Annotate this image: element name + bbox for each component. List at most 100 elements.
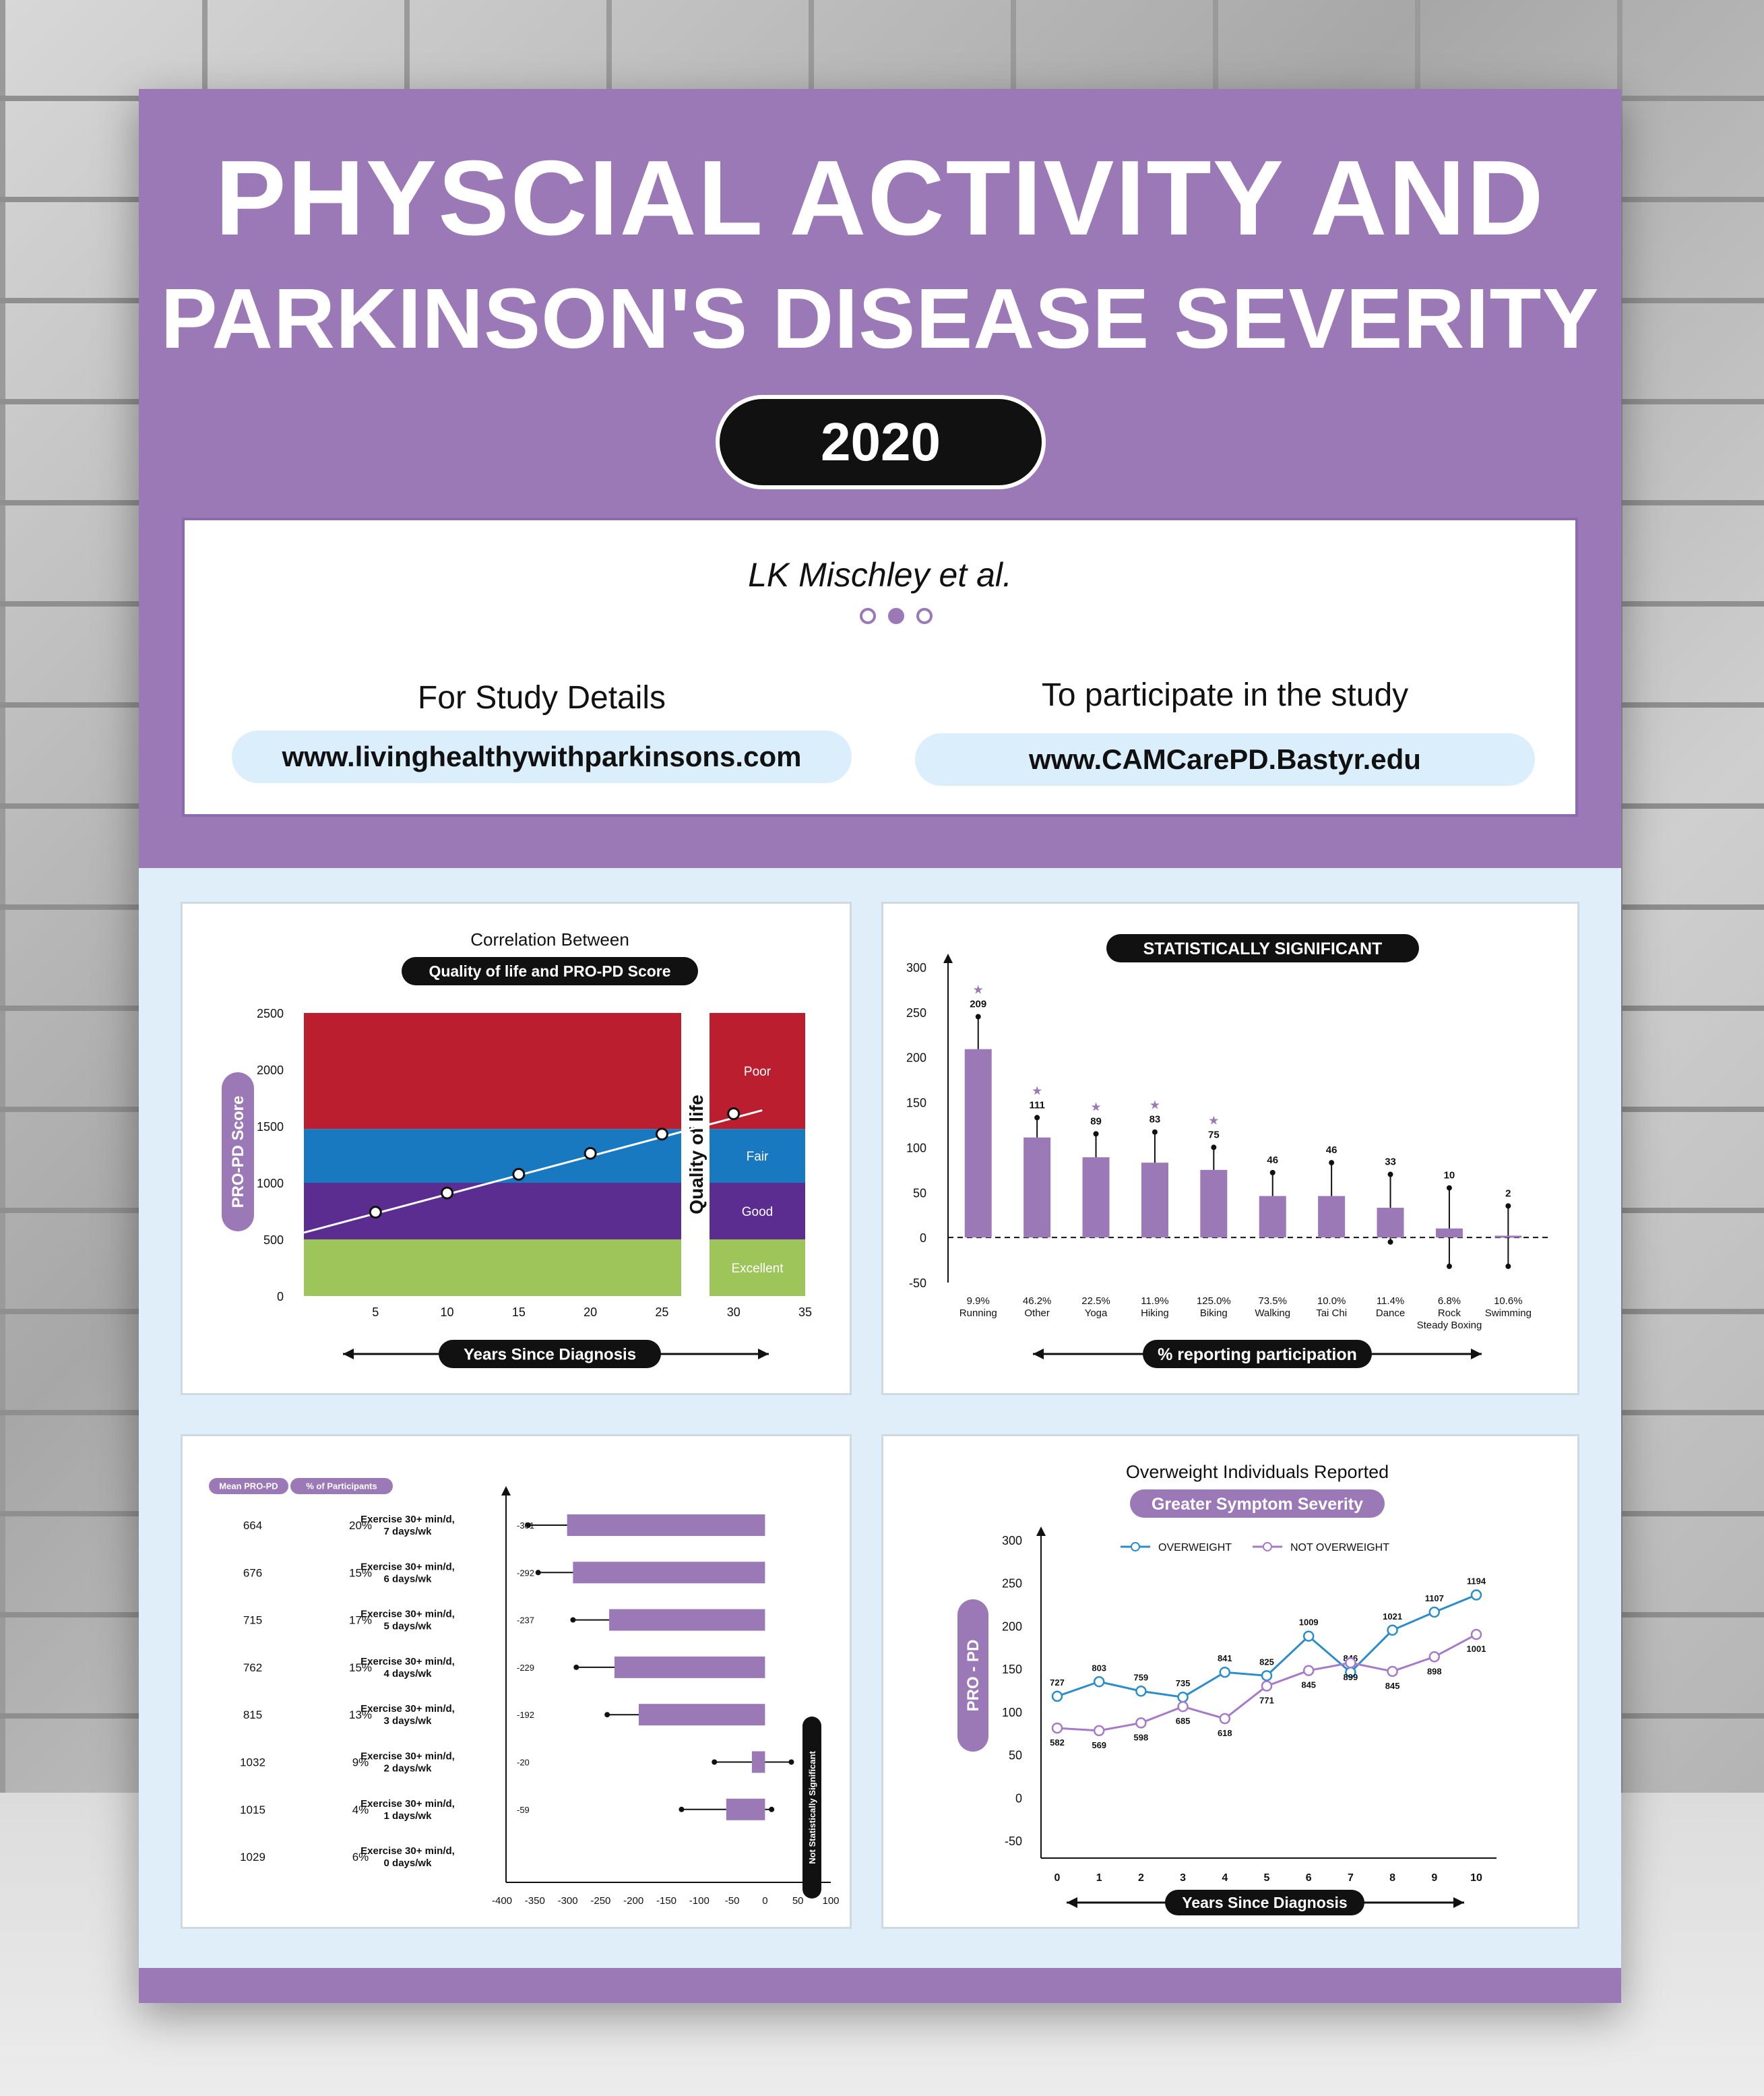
x-tick-label: 5 xyxy=(372,1305,379,1319)
exercise-label: Exercise 30+ min/d, xyxy=(360,1703,455,1715)
x-axis-arrow-right-head xyxy=(1471,1349,1482,1359)
bar xyxy=(1494,1235,1522,1238)
x-tick-label: 5 xyxy=(1264,1872,1270,1884)
data-point xyxy=(584,1146,597,1160)
y-tick-label: 150 xyxy=(1002,1663,1022,1676)
study-details-link[interactable]: www.livinghealthywithparkinsons.com xyxy=(232,731,852,783)
data-label: -59 xyxy=(517,1805,530,1815)
x-axis-arrow-left-head xyxy=(343,1349,354,1359)
data-point xyxy=(1135,1686,1147,1697)
y-axis-arrow xyxy=(943,954,953,963)
error-cap xyxy=(1211,1144,1217,1150)
category-name: Yoga xyxy=(1085,1307,1108,1319)
chart-title: Overweight Individuals Reported xyxy=(1126,1462,1389,1482)
y-tick-label: 150 xyxy=(906,1097,926,1110)
band-fair xyxy=(304,1129,681,1183)
data-point xyxy=(1470,1628,1482,1640)
error-cap xyxy=(1446,1185,1452,1191)
participant-pct: 15% xyxy=(349,1566,372,1579)
data-point xyxy=(1387,1665,1398,1677)
band-label: Excellent xyxy=(731,1262,784,1276)
x-tick-label: 15 xyxy=(512,1305,526,1319)
category-pct: 73.5% xyxy=(1258,1295,1287,1307)
data-label: 1194 xyxy=(1467,1576,1486,1586)
x-axis-label-bg xyxy=(1143,1340,1372,1368)
category-name: Biking xyxy=(1200,1307,1228,1319)
category-name-2: Steady Boxing xyxy=(1417,1320,1482,1331)
mean-value: 676 xyxy=(243,1566,262,1579)
bar xyxy=(1377,1208,1404,1238)
y-tick-label: 2000 xyxy=(257,1064,284,1077)
data-label: 845 xyxy=(1385,1681,1400,1691)
overweight-chart: Overweight Individuals Reported Greater S… xyxy=(957,1462,1497,1915)
y-axis-label: PRO - PD xyxy=(964,1640,982,1712)
category-name: Other xyxy=(1024,1307,1050,1319)
band-label: Good xyxy=(742,1205,773,1219)
data-label: 685 xyxy=(1176,1716,1191,1726)
qol-chart: Correlation Between Quality of life and P… xyxy=(222,929,812,1368)
exercise-label-2: 7 days/wk xyxy=(384,1526,433,1537)
x-tick-label: 10 xyxy=(1470,1872,1482,1884)
data-label: 825 xyxy=(1259,1657,1274,1667)
data-label: 841 xyxy=(1218,1653,1232,1663)
exercise-label: Exercise 30+ min/d, xyxy=(360,1798,455,1810)
data-point xyxy=(1177,1700,1189,1713)
header-mean-pro-pd: Mean PRO-PD xyxy=(219,1481,278,1491)
y-tick-label: 50 xyxy=(1009,1749,1022,1762)
data-label: 759 xyxy=(1134,1672,1149,1682)
data-label: -192 xyxy=(517,1710,534,1720)
x-tick-label: 6 xyxy=(1306,1872,1312,1884)
x-tick-label: -200 xyxy=(623,1895,643,1907)
category-name: Dance xyxy=(1376,1307,1405,1319)
legend-label: OVERWEIGHT xyxy=(1158,1542,1232,1553)
error-cap-low xyxy=(1446,1263,1452,1269)
x-tick-label: 2 xyxy=(1138,1872,1144,1884)
error-cap xyxy=(1269,1169,1275,1175)
mean-value: 664 xyxy=(243,1519,262,1532)
category-pct: 9.9% xyxy=(967,1295,990,1307)
y-tick-label: 250 xyxy=(1002,1577,1022,1591)
data-point xyxy=(1345,1657,1356,1669)
bar xyxy=(964,1049,992,1238)
data-label: 1009 xyxy=(1299,1617,1319,1628)
dot-icon xyxy=(916,608,933,624)
category-name: Walking xyxy=(1255,1307,1290,1319)
data-label: 2 xyxy=(1505,1188,1511,1199)
x-tick-label: 7 xyxy=(1348,1872,1354,1884)
exercise-label: Exercise 30+ min/d, xyxy=(360,1656,455,1667)
x-tick-label: 0 xyxy=(1054,1872,1061,1884)
band-label: Poor xyxy=(744,1065,771,1079)
side-label: Not Statistically Significant xyxy=(807,1751,817,1864)
bar xyxy=(1259,1196,1286,1238)
error-cap xyxy=(712,1759,718,1765)
y-tick-label: 200 xyxy=(1002,1620,1022,1633)
exercise-label-2: 4 days/wk xyxy=(384,1668,433,1679)
y-tick-label: 2500 xyxy=(257,1007,284,1020)
exercise-label-2: 3 days/wk xyxy=(384,1715,433,1727)
category-name: Hiking xyxy=(1141,1307,1169,1319)
significance-star-icon: ★ xyxy=(1208,1113,1219,1127)
data-label: 803 xyxy=(1092,1663,1106,1673)
error-cap-low xyxy=(1505,1263,1511,1269)
participate-link[interactable]: www.CAMCarePD.Bastyr.edu xyxy=(915,733,1535,786)
x-tick-label: 3 xyxy=(1180,1872,1186,1884)
data-label: 771 xyxy=(1259,1696,1274,1706)
x-tick-label: 9 xyxy=(1431,1872,1437,1884)
participant-pct: 15% xyxy=(349,1661,372,1674)
mean-value: 1015 xyxy=(240,1804,265,1816)
x-axis-label-bg xyxy=(439,1340,661,1368)
y-axis-label-bg xyxy=(957,1599,988,1752)
error-cap xyxy=(1387,1171,1393,1177)
bar xyxy=(726,1798,765,1820)
qol-chart-panel: Correlation Between Quality of life and P… xyxy=(181,902,852,1395)
data-label: 33 xyxy=(1385,1157,1396,1168)
x-tick-label: 8 xyxy=(1389,1872,1395,1884)
activity-chart-panel: STATISTICALLY SIGNIFICANT 300 250 200 150 100… xyxy=(881,902,1579,1395)
error-cap xyxy=(570,1617,576,1623)
chart-title: Correlation Between xyxy=(470,929,629,950)
error-cap xyxy=(573,1664,579,1670)
dot-icon xyxy=(860,608,876,624)
data-label: 727 xyxy=(1050,1677,1065,1688)
x-tick-label: -300 xyxy=(558,1895,578,1907)
data-label: 1021 xyxy=(1383,1611,1402,1622)
